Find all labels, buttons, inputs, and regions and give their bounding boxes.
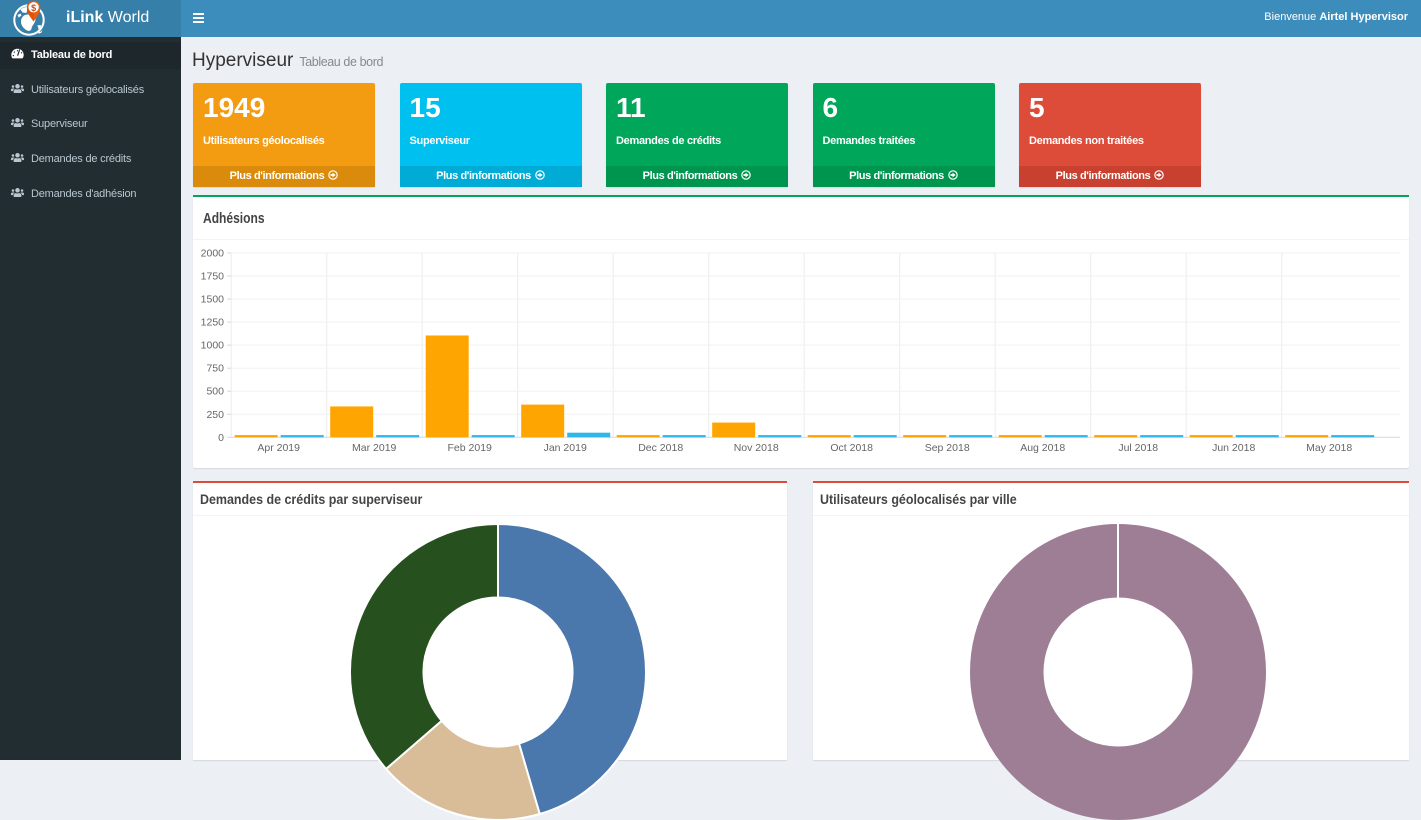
svg-text:2000: 2000: [201, 248, 225, 260]
svg-text:Sep 2018: Sep 2018: [925, 442, 970, 454]
svg-text:May 2018: May 2018: [1306, 442, 1352, 454]
svg-text:Oct 2018: Oct 2018: [830, 442, 873, 454]
svg-text:Dec 2018: Dec 2018: [638, 442, 683, 454]
svg-text:1000: 1000: [201, 340, 225, 352]
svg-text:1250: 1250: [201, 317, 225, 329]
svg-text:Apr 2019: Apr 2019: [257, 442, 300, 454]
svg-text:Jan 2019: Jan 2019: [544, 442, 587, 454]
svg-text:$: $: [31, 3, 36, 13]
svg-text:500: 500: [206, 386, 224, 398]
svg-text:Jun 2018: Jun 2018: [1212, 442, 1255, 454]
svg-text:Feb 2019: Feb 2019: [448, 442, 493, 454]
svg-text:1750: 1750: [201, 271, 225, 283]
svg-text:Aug 2018: Aug 2018: [1020, 442, 1065, 454]
svg-text:Mar 2019: Mar 2019: [352, 442, 397, 454]
svg-text:250: 250: [206, 409, 224, 421]
svg-text:Nov 2018: Nov 2018: [734, 442, 779, 454]
svg-text:1500: 1500: [201, 294, 225, 306]
svg-text:Jul 2018: Jul 2018: [1118, 442, 1158, 454]
svg-text:750: 750: [206, 363, 224, 375]
svg-text:0: 0: [218, 432, 224, 444]
